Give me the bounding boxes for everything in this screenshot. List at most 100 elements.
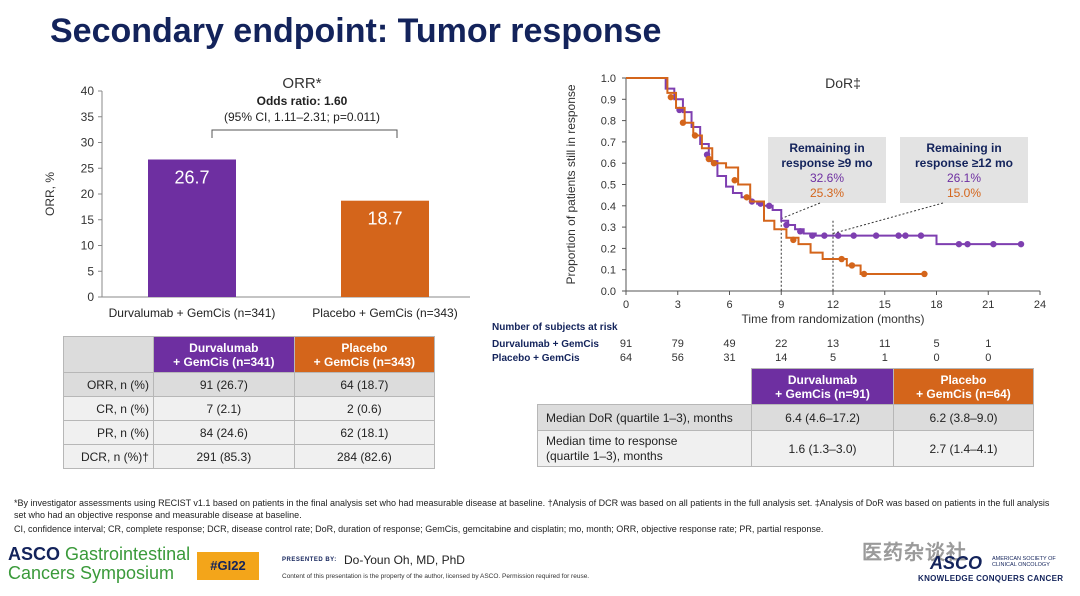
y-tick-label: 0.3	[601, 222, 616, 234]
risk-value: 22	[775, 338, 787, 350]
y-tick-label: 0.0	[601, 286, 616, 298]
risk-row-label: Placebo + GemCis	[492, 353, 580, 364]
logo-symposium-text: Cancers Symposium	[8, 563, 175, 583]
y-tick-label: 35	[81, 110, 95, 124]
table-row: PR, n (%) 84 (24.6) 62 (18.1)	[63, 420, 436, 445]
median-ttr-durva: 1.6 (1.3–3.0)	[751, 430, 894, 467]
y-tick-label: 1.0	[601, 73, 616, 85]
censor-marker	[990, 240, 997, 248]
censor-marker	[765, 202, 773, 209]
censor-marker	[710, 160, 718, 167]
km-curve	[626, 77, 925, 275]
risk-value: 56	[672, 352, 684, 364]
y-tick-label: 30	[81, 136, 95, 150]
risk-row-label: Durvalumab + GemCis	[492, 339, 599, 350]
footnote-main: *By investigator assessments using RECIS…	[14, 498, 1050, 520]
category-label: Durvalumab + GemCis (n=341)	[109, 306, 276, 320]
median-dor-label: Median DoR (quartile 1–3), months	[536, 404, 753, 431]
risk-value: 49	[723, 338, 735, 350]
copyright-notice: Content of this presentation is the prop…	[282, 573, 590, 580]
censor-marker	[895, 232, 902, 239]
censor-marker	[955, 240, 963, 248]
x-tick-label: 15	[879, 299, 891, 311]
orr-bar-chart: 0 5 10 15 20 25 30 35 40 ORR, % ORR* Odds ratio: 1.…	[43, 75, 470, 320]
hashtag-badge: #GI22	[197, 552, 259, 580]
cr-row-placebo: 2 (0.6)	[293, 396, 436, 421]
x-tick-label: 21	[982, 299, 994, 311]
y-tick-label: 0.7	[601, 137, 616, 149]
y-tick-label: 10	[81, 239, 95, 253]
censor-marker	[797, 228, 804, 235]
orr-row-durva: 91 (26.7)	[152, 372, 295, 397]
orr-col1-line1: Durvalumab	[189, 340, 259, 355]
annotation-box	[768, 137, 886, 203]
median-ttr-label: Median time to response (quartile 1–3), …	[536, 430, 753, 467]
orr-col2-line2: + GemCis (n=343)	[313, 354, 416, 369]
asco-right-subtitle: AMERICAN SOCIETY OF CLINICAL ONCOLOGY	[992, 556, 1056, 568]
x-axis-label: Time from randomization (months)	[742, 312, 925, 326]
y-tick-label: 0.8	[601, 116, 616, 128]
censor-marker	[850, 232, 857, 239]
orr-col1-line2: + GemCis (n=341)	[173, 354, 275, 369]
risk-value: 91	[620, 338, 632, 350]
censor-marker	[860, 270, 868, 278]
y-tick-label: 0.4	[601, 201, 616, 213]
dcr-row-label: DCR, n (%)†	[63, 444, 154, 469]
table-row: CR, n (%) 7 (2.1) 2 (0.6)	[63, 396, 436, 421]
risk-value: 1	[985, 338, 991, 350]
dor-table-corner	[537, 368, 752, 405]
censor-marker	[731, 177, 738, 184]
censor-marker	[838, 255, 845, 263]
logo-asco-text: ASCO	[8, 544, 61, 564]
y-tick-label: 15	[81, 213, 95, 227]
annotation-pointer	[781, 202, 821, 220]
median-dor-placebo: 6.2 (3.8–9.0)	[892, 404, 1035, 431]
bar	[148, 159, 236, 297]
annotation-placebo-value: 15.0%	[947, 186, 981, 200]
risk-table-header: Number of subjects at risk	[492, 322, 618, 333]
y-axis-label: Proportion of patients still in response	[564, 84, 578, 284]
asco-right-logo: ASCO	[930, 553, 983, 573]
censor-marker	[821, 232, 828, 239]
orr-table: Durvalumab + GemCis (n=341) Placebo + Ge…	[63, 336, 436, 469]
x-tick-label: 0	[623, 299, 629, 311]
median-ttr-placebo: 2.7 (1.4–4.1)	[892, 430, 1035, 467]
asco-right-small-1: AMERICAN SOCIETY OF	[992, 556, 1056, 562]
censor-marker	[809, 232, 816, 239]
table-row: DCR, n (%)† 291 (85.3) 284 (82.6)	[63, 444, 436, 469]
cr-row-label: CR, n (%)	[63, 396, 154, 421]
annotation-heading: Remaining in	[926, 141, 1001, 155]
censor-marker	[872, 232, 880, 239]
cr-row-durva: 7 (2.1)	[152, 396, 295, 421]
risk-value: 79	[672, 338, 684, 350]
dor-table-header-durvalumab: Durvalumab + GemCis (n=91)	[751, 368, 894, 405]
asco-gi-logo: ASCO Gastrointestinal Cancers Symposium	[8, 545, 190, 583]
y-tick-label: 20	[81, 187, 95, 201]
dor-col1-line2: + GemCis (n=91)	[775, 386, 870, 401]
y-tick-label: 0.6	[601, 158, 616, 170]
watermark: 医药杂谈社	[862, 542, 967, 564]
bar-value-label: 18.7	[367, 209, 402, 229]
censor-marker	[964, 240, 971, 248]
orr-table-header-durvalumab: Durvalumab + GemCis (n=341)	[152, 336, 295, 373]
censor-marker	[834, 232, 842, 239]
y-tick-label: 0.1	[601, 265, 616, 277]
censor-marker	[790, 236, 797, 244]
annotation-heading: Remaining in	[789, 141, 864, 155]
footnote-abbreviations: CI, confidence interval; CR, complete re…	[14, 524, 824, 534]
dcr-row-durva: 291 (85.3)	[152, 444, 295, 469]
y-tick-label: 5	[87, 264, 94, 278]
annotation-durva-value: 26.1%	[947, 171, 981, 185]
dor-km-chart: 0.00.10.20.30.40.50.60.70.80.91.00 3 6 9 12 1…	[492, 73, 1046, 364]
risk-value: 5	[933, 338, 939, 350]
risk-value: 11	[879, 338, 890, 350]
censor-marker	[902, 232, 909, 239]
comparison-bracket	[211, 129, 398, 138]
risk-value: 0	[933, 352, 939, 364]
y-tick-label: 0.5	[601, 180, 616, 192]
risk-value: 31	[723, 352, 735, 364]
pr-row-durva: 84 (24.6)	[152, 420, 295, 445]
censor-marker	[917, 232, 925, 239]
x-tick-label: 24	[1034, 299, 1046, 311]
censor-marker	[691, 132, 699, 139]
